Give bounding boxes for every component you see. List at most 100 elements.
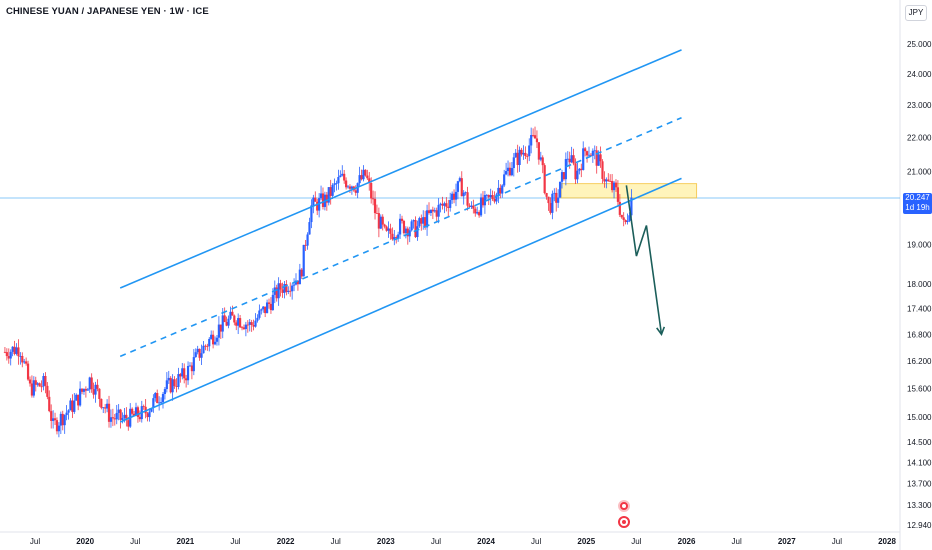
candle-body bbox=[597, 154, 600, 166]
candle-body bbox=[611, 180, 614, 191]
candle-body bbox=[271, 294, 274, 311]
candle-body bbox=[314, 197, 317, 202]
candle-body bbox=[7, 356, 10, 359]
candle-body bbox=[267, 302, 271, 304]
candle-body bbox=[425, 210, 429, 228]
candle-body bbox=[395, 237, 398, 239]
candle-body bbox=[599, 154, 602, 162]
candle-body bbox=[46, 385, 49, 397]
candle-body bbox=[435, 210, 438, 217]
candle-body bbox=[553, 192, 556, 194]
x-tick-label: 2024 bbox=[477, 537, 495, 546]
x-tick-label: 2025 bbox=[577, 537, 595, 546]
candle-body bbox=[368, 178, 371, 184]
candle-body bbox=[420, 218, 423, 224]
chart-title: CHINESE YUAN / JAPANESE YEN · 1W · ICE bbox=[6, 6, 209, 17]
candle-body bbox=[609, 180, 612, 182]
candle-body bbox=[36, 383, 39, 385]
candle-body bbox=[618, 201, 621, 215]
candle-body bbox=[452, 193, 456, 200]
candle-body bbox=[177, 374, 180, 387]
resistance-zone[interactable] bbox=[560, 183, 698, 199]
candle-body bbox=[366, 175, 369, 179]
candle-body bbox=[506, 167, 510, 172]
candle-body bbox=[131, 408, 134, 414]
candle-body bbox=[528, 145, 531, 157]
candle-body bbox=[624, 220, 627, 223]
candle-body bbox=[393, 237, 396, 240]
candle-body bbox=[225, 321, 228, 326]
candle-body bbox=[217, 324, 220, 338]
candle-body bbox=[77, 394, 80, 406]
candle-body bbox=[341, 173, 344, 176]
candle-body bbox=[582, 148, 585, 170]
candle-body bbox=[547, 196, 550, 204]
candle-body bbox=[628, 215, 631, 221]
candle-body bbox=[339, 175, 342, 178]
candle-body bbox=[464, 192, 467, 194]
candle-body bbox=[28, 379, 32, 384]
candle-body bbox=[146, 413, 149, 418]
candle-body bbox=[607, 179, 610, 181]
candle-body bbox=[377, 213, 380, 229]
candle-body bbox=[362, 169, 365, 180]
candle-body bbox=[204, 345, 207, 347]
candle-body bbox=[616, 187, 620, 202]
currency-button[interactable]: JPY bbox=[905, 5, 927, 21]
candle-body bbox=[319, 193, 323, 199]
candle-body bbox=[530, 135, 533, 146]
candle-body bbox=[416, 226, 419, 238]
candle-body bbox=[238, 318, 242, 328]
candle-body bbox=[113, 418, 116, 420]
candle-body bbox=[364, 169, 367, 176]
candle-body bbox=[34, 380, 37, 385]
candle-body bbox=[75, 394, 78, 401]
candle-body bbox=[198, 348, 201, 358]
candle-body bbox=[537, 142, 540, 160]
y-tick-label: 17.400 bbox=[907, 305, 932, 314]
earnings-event-icon[interactable] bbox=[618, 500, 630, 512]
candle-body bbox=[21, 355, 24, 363]
candle-body bbox=[254, 320, 257, 327]
x-tick-label: Jul bbox=[631, 537, 641, 546]
candle-body bbox=[516, 152, 519, 165]
candle-body bbox=[25, 361, 28, 364]
y-tick-label: 18.000 bbox=[907, 280, 932, 289]
y-tick-label: 23.000 bbox=[907, 101, 932, 110]
candle-body bbox=[474, 208, 477, 214]
candle-body bbox=[248, 322, 251, 325]
candle-body bbox=[451, 193, 454, 200]
candle-body bbox=[5, 352, 8, 357]
candle-body bbox=[196, 348, 199, 353]
candle-body bbox=[206, 345, 209, 347]
candle-body bbox=[400, 218, 404, 221]
candle-body bbox=[493, 198, 496, 202]
channel-mid-line[interactable] bbox=[119, 116, 682, 358]
dividend-event-icon[interactable] bbox=[618, 516, 630, 528]
candle-body bbox=[566, 158, 569, 160]
candle-body bbox=[580, 168, 583, 170]
candle-body bbox=[541, 157, 544, 166]
candle-body bbox=[381, 216, 384, 225]
candle-body bbox=[17, 347, 20, 357]
candle-body bbox=[219, 324, 222, 332]
channel-upper-line[interactable] bbox=[119, 49, 682, 289]
candle-body bbox=[84, 388, 87, 391]
candle-body bbox=[514, 152, 517, 158]
candle-body bbox=[524, 152, 527, 156]
candle-body bbox=[433, 210, 436, 212]
y-tick-label: 13.700 bbox=[907, 479, 932, 488]
candle-body bbox=[229, 311, 232, 319]
projection-path[interactable] bbox=[625, 185, 663, 335]
candle-body bbox=[105, 403, 109, 409]
candle-body bbox=[80, 388, 84, 392]
candle-body bbox=[449, 199, 452, 208]
candle-body bbox=[296, 280, 300, 285]
candle-body bbox=[479, 197, 483, 216]
candle-body bbox=[510, 168, 513, 176]
candle-body bbox=[404, 228, 407, 234]
candle-body bbox=[466, 192, 469, 206]
candle-body bbox=[258, 310, 261, 318]
channel-lower-line[interactable] bbox=[119, 177, 682, 423]
